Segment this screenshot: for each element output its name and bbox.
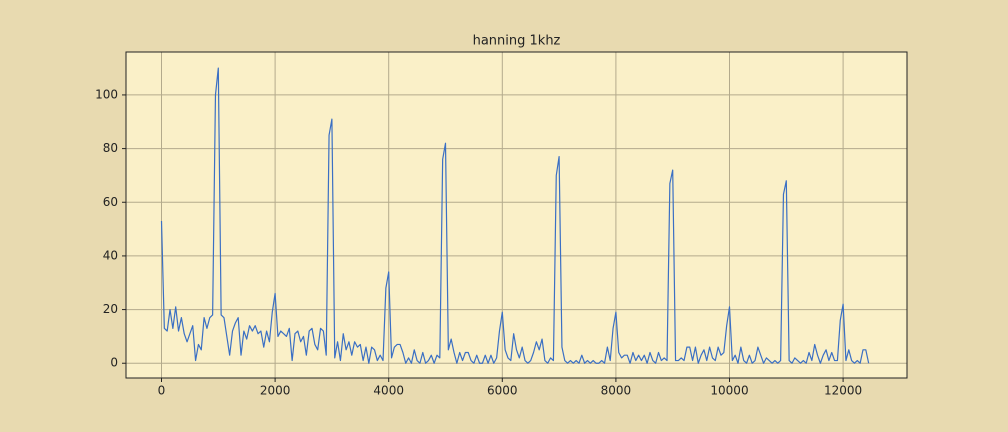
x-tick-label: 6000: [487, 384, 518, 398]
y-tick-label: 40: [103, 248, 118, 262]
x-tick-label: 8000: [601, 384, 632, 398]
plot-area: [126, 52, 907, 378]
data-line: [160, 67, 870, 364]
y-tick-label: 60: [103, 195, 118, 209]
y-tick-label: 100: [95, 87, 118, 101]
x-tick-label: 0: [158, 384, 166, 398]
x-tick-label: 12000: [824, 384, 862, 398]
y-tick-label: 80: [103, 141, 118, 155]
plot-frame: [125, 51, 908, 379]
x-tick-label: 10000: [710, 384, 748, 398]
x-tick-label: 4000: [373, 384, 404, 398]
y-tick-label: 0: [110, 356, 118, 370]
x-tick-label: 2000: [260, 384, 291, 398]
chart-title: hanning 1khz: [473, 34, 561, 49]
y-tick-label: 20: [103, 302, 118, 316]
